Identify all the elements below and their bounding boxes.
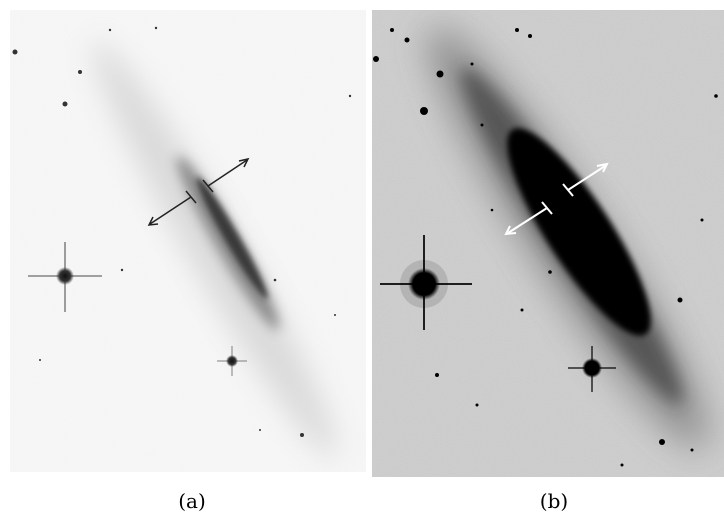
bright-star (217, 346, 247, 376)
scale-arrow-lower (504, 201, 553, 236)
galaxy-disk (507, 128, 651, 336)
galaxy-image-a (10, 10, 366, 472)
bright-star (380, 235, 472, 330)
galaxy-image-b (372, 10, 724, 477)
panel-a-caption: (a) (178, 489, 206, 513)
bright-star (568, 346, 616, 392)
scale-arrow-upper (562, 162, 609, 197)
galaxy-image-panel-a (10, 10, 366, 472)
galaxy-halo (92, 41, 338, 459)
galaxy-image-panel-b (372, 10, 724, 477)
scale-arrow-upper (202, 157, 250, 193)
field-stars (373, 28, 718, 467)
panel-b-caption: (b) (539, 489, 569, 513)
scale-arrow-lower (147, 190, 197, 226)
bright-star (28, 242, 102, 312)
field-stars (12, 26, 352, 437)
galaxy-disk (176, 156, 280, 330)
